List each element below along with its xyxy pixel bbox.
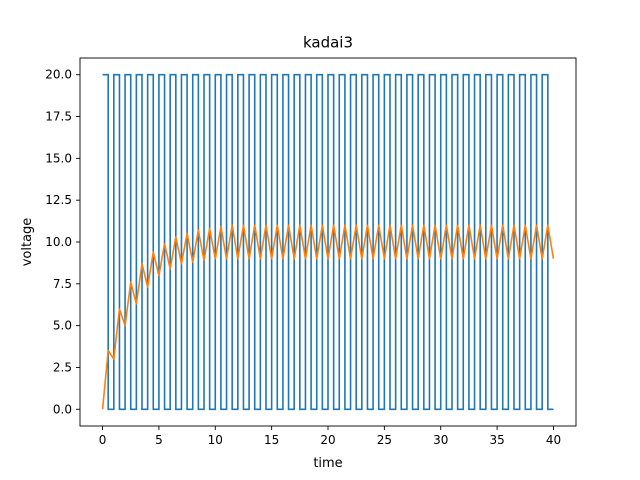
y-axis: 0.0 2.5 5.0 7.5 10.0 12.5 15.0 17.5 20.0 bbox=[45, 68, 80, 416]
series-square-wave-line bbox=[102, 73, 554, 411]
x-tick-label: 20 bbox=[320, 433, 335, 447]
y-tick-label: 0.0 bbox=[53, 402, 72, 416]
x-tick-label: 25 bbox=[377, 433, 392, 447]
series-triangle-wave-line bbox=[101, 224, 555, 410]
x-tick-label: 40 bbox=[546, 433, 561, 447]
y-tick-label: 7.5 bbox=[53, 277, 72, 291]
y-tick-label: 17.5 bbox=[45, 110, 72, 124]
x-tick-label: 15 bbox=[264, 433, 279, 447]
y-axis-label: voltage bbox=[20, 218, 35, 267]
plot-frame bbox=[79, 57, 577, 427]
y-tick-label: 5.0 bbox=[53, 319, 72, 333]
x-axis-label: time bbox=[313, 456, 342, 471]
x-tick-label: 35 bbox=[489, 433, 504, 447]
x-tick-label: 10 bbox=[208, 433, 223, 447]
chart-title: kadai3 bbox=[303, 34, 353, 52]
x-axis: 0 5 10 15 20 25 30 35 40 bbox=[99, 426, 561, 447]
plot-area bbox=[101, 73, 555, 411]
y-tick-label: 10.0 bbox=[45, 235, 72, 249]
y-tick-label: 2.5 bbox=[53, 360, 72, 374]
y-tick-label: 15.0 bbox=[45, 151, 72, 165]
x-tick-label: 0 bbox=[99, 433, 107, 447]
y-tick-label: 20.0 bbox=[45, 68, 72, 82]
x-tick-label: 5 bbox=[155, 433, 163, 447]
x-tick-label: 30 bbox=[433, 433, 448, 447]
y-tick-label: 12.5 bbox=[45, 193, 72, 207]
